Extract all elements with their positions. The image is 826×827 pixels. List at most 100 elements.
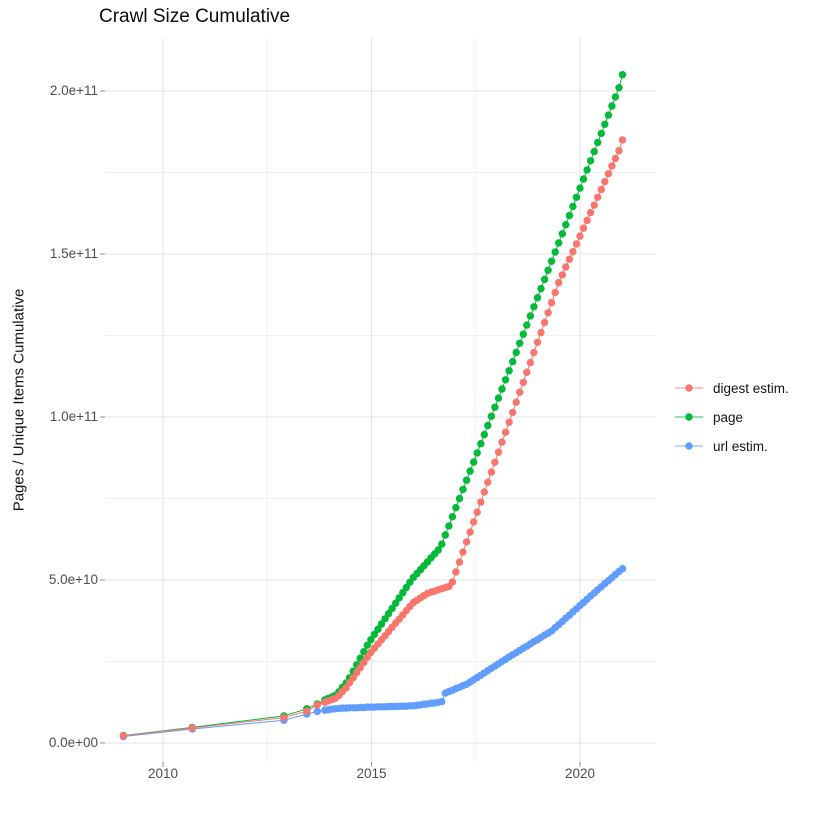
data-point-page [516, 339, 524, 347]
data-point-digest-estim [544, 309, 552, 317]
data-point-page [484, 421, 492, 430]
data-point-digest-estim [555, 279, 563, 287]
data-point-digest-estim [583, 216, 591, 225]
data-point-digest-estim [597, 185, 605, 194]
data-point-digest-estim [540, 318, 549, 327]
data-point-page [452, 503, 460, 512]
data-point-page [462, 476, 471, 484]
data-point-page [611, 93, 620, 101]
data-point-digest-estim [342, 684, 350, 692]
data-point-page [540, 275, 549, 284]
data-point-page [604, 111, 613, 119]
data-point-digest-estim [611, 154, 620, 163]
data-point-page [533, 294, 542, 302]
data-point-digest-estim [509, 408, 517, 417]
data-point-page [583, 166, 591, 174]
data-point-page [608, 102, 616, 110]
data-point-page [448, 513, 457, 521]
data-point-page [434, 546, 442, 554]
data-point-digest-estim [188, 724, 196, 732]
data-point-page [579, 175, 588, 183]
data-point-page [509, 357, 517, 366]
data-point-page [519, 330, 527, 338]
data-point-page [384, 609, 393, 618]
data-point-digest-estim [466, 528, 474, 536]
data-point-page [530, 303, 538, 311]
data-point-digest-estim [547, 298, 556, 307]
data-point-page [601, 120, 609, 128]
data-point-digest-estim [523, 368, 531, 376]
data-point-digest-estim [516, 388, 524, 396]
data-point-digest-estim [313, 701, 321, 709]
x-tick-label: 2020 [564, 766, 596, 781]
data-point-page [523, 321, 531, 329]
data-point-digest-estim [480, 488, 488, 496]
data-point-digest-estim [303, 707, 311, 715]
data-point-digest-estim [533, 338, 542, 346]
legend: digest estim. page url estim. [674, 380, 789, 454]
data-point-page [459, 485, 467, 494]
data-point-digest-estim [452, 568, 460, 576]
legend-label: digest estim. [713, 380, 789, 396]
data-point-digest-estim [576, 232, 584, 240]
data-point-digest-estim [448, 578, 457, 586]
data-point-page [590, 147, 598, 156]
data-point-page [487, 412, 496, 420]
data-point-digest-estim [119, 732, 128, 740]
data-point-digest-estim [459, 548, 467, 556]
data-point-digest-estim [484, 478, 492, 486]
data-point-page [569, 202, 577, 211]
data-point-page [544, 266, 552, 274]
data-point-digest-estim [470, 518, 478, 526]
data-point-page [395, 594, 403, 602]
data-point-page [618, 71, 627, 79]
data-point-page [381, 615, 389, 623]
data-point-digest-estim [487, 468, 496, 476]
data-point-page [477, 440, 485, 448]
data-point-page [501, 376, 510, 384]
data-point-page [491, 403, 499, 411]
x-tick-label: 2015 [356, 766, 387, 781]
data-point-url-estim [618, 564, 627, 573]
data-point-page [473, 449, 481, 457]
data-point-page [526, 312, 535, 320]
legend-key-icon [675, 384, 703, 392]
legend-label: page [713, 409, 744, 425]
data-point-page [445, 522, 453, 530]
data-point-digest-estim [356, 664, 364, 672]
data-point-page [537, 284, 545, 293]
data-point-digest-estim [594, 193, 602, 201]
data-point-page [470, 458, 478, 466]
data-point-page [551, 248, 559, 256]
data-point-page [547, 257, 556, 265]
data-point-digest-estim [572, 240, 581, 248]
data-point-digest-estim [360, 658, 368, 667]
legend-key-dot [685, 413, 693, 421]
data-point-page [374, 625, 382, 633]
legend-key-dot [685, 384, 693, 392]
data-point-digest-estim [491, 458, 499, 466]
y-tick-label: 5.0e+10 [48, 572, 98, 587]
data-point-page [367, 636, 375, 644]
data-point-page [438, 540, 446, 548]
data-point-digest-estim [562, 263, 570, 271]
data-point-page [558, 230, 566, 238]
data-point-page [402, 583, 410, 592]
y-tick-label: 1.0e+11 [49, 409, 98, 424]
data-point-digest-estim [569, 248, 577, 256]
data-point-page [480, 430, 488, 439]
data-point-digest-estim [505, 418, 513, 426]
data-point-page [466, 467, 474, 475]
data-point-digest-estim [519, 378, 527, 387]
data-point-digest-estim [462, 538, 471, 546]
data-point-page [494, 394, 503, 402]
data-point-digest-estim [512, 398, 520, 406]
data-point-page [388, 604, 396, 613]
data-point-page [399, 589, 407, 597]
data-point-digest-estim [530, 348, 538, 357]
legend-key-icon [675, 413, 703, 421]
data-point-page [377, 620, 386, 628]
data-point-digest-estim [498, 438, 506, 446]
legend-key-icon [675, 442, 703, 450]
